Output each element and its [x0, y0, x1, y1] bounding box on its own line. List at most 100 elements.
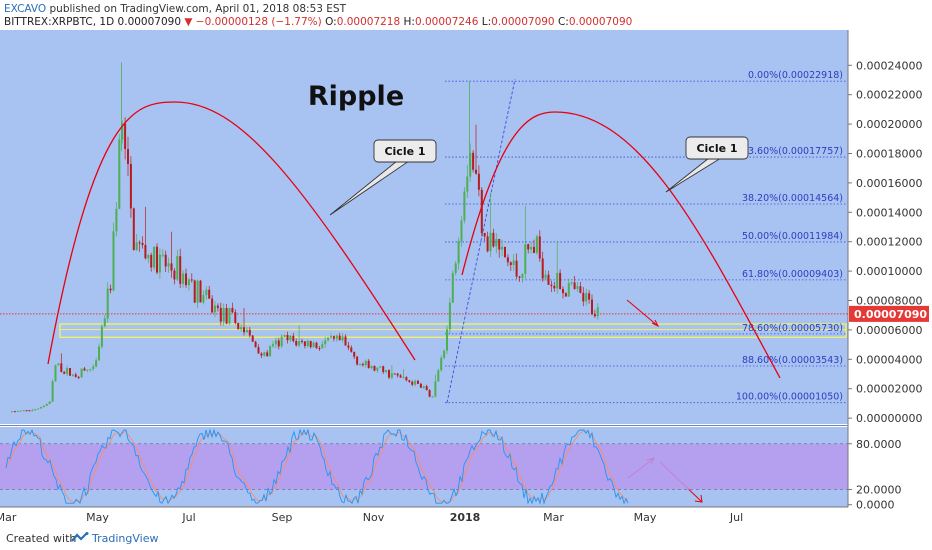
candle[interactable] [129, 163, 132, 209]
callout-box[interactable] [685, 136, 749, 160]
candle[interactable] [350, 347, 353, 352]
candle[interactable] [422, 386, 425, 388]
candle[interactable] [167, 263, 170, 267]
candle[interactable] [219, 307, 222, 322]
candle[interactable] [451, 273, 454, 303]
candle[interactable] [318, 348, 321, 350]
candle[interactable] [153, 246, 156, 268]
candle[interactable] [527, 244, 530, 250]
candle[interactable] [60, 363, 63, 372]
candle[interactable] [298, 340, 301, 346]
candle[interactable] [367, 360, 370, 369]
candle[interactable] [40, 407, 42, 409]
candle[interactable] [106, 288, 109, 319]
candle[interactable] [486, 236, 489, 252]
candle[interactable] [25, 410, 28, 412]
candle[interactable] [518, 276, 521, 278]
candle[interactable] [272, 344, 274, 347]
candle[interactable] [544, 274, 547, 279]
candle[interactable] [179, 256, 182, 284]
candle[interactable] [57, 363, 60, 366]
candle[interactable] [228, 307, 231, 324]
candle[interactable] [13, 411, 16, 413]
candle[interactable] [480, 189, 483, 234]
candle[interactable] [591, 299, 593, 315]
candle[interactable] [205, 289, 208, 296]
candle[interactable] [428, 390, 431, 397]
candle[interactable] [260, 353, 263, 356]
candle[interactable] [112, 231, 115, 291]
candle[interactable] [98, 346, 100, 361]
candle[interactable] [283, 335, 286, 337]
candle[interactable] [443, 350, 446, 358]
candle[interactable] [309, 340, 312, 348]
candle[interactable] [263, 352, 266, 356]
candle[interactable] [277, 340, 280, 347]
candle[interactable] [382, 366, 385, 373]
candle[interactable] [240, 327, 243, 330]
candle[interactable] [341, 336, 344, 341]
candle[interactable] [541, 258, 544, 279]
candle[interactable] [156, 246, 158, 273]
candle[interactable] [533, 246, 535, 253]
candle[interactable] [393, 373, 396, 375]
price-pane-background[interactable] [0, 30, 848, 424]
support-zone[interactable] [59, 323, 847, 338]
candle[interactable] [559, 272, 562, 289]
candle[interactable] [535, 236, 538, 253]
candle[interactable] [71, 374, 74, 376]
candle[interactable] [359, 363, 361, 365]
candle[interactable] [306, 340, 309, 347]
candle[interactable] [301, 340, 303, 342]
candle[interactable] [150, 254, 153, 268]
candle[interactable] [446, 329, 448, 351]
candle[interactable] [173, 270, 176, 280]
candle[interactable] [280, 336, 283, 347]
candle[interactable] [303, 341, 306, 347]
candle[interactable] [286, 335, 289, 341]
candle[interactable] [124, 123, 127, 150]
candle[interactable] [414, 380, 417, 385]
candle[interactable] [19, 410, 22, 412]
candle[interactable] [312, 342, 315, 348]
tradingview-brand[interactable]: TradingView [92, 532, 159, 545]
candle[interactable] [289, 335, 292, 341]
candle[interactable] [576, 286, 579, 289]
candle[interactable] [245, 329, 248, 333]
candle[interactable] [222, 308, 225, 322]
candle[interactable] [248, 329, 251, 336]
candle[interactable] [538, 236, 541, 259]
projection-arrow[interactable] [626, 299, 659, 327]
candle[interactable] [524, 244, 527, 274]
candle[interactable] [344, 336, 347, 346]
candle[interactable] [376, 367, 379, 371]
candle[interactable] [417, 380, 419, 384]
candle[interactable] [593, 314, 596, 317]
candle[interactable] [324, 340, 327, 345]
candle[interactable] [237, 322, 240, 330]
candle[interactable] [161, 254, 164, 256]
candle[interactable] [477, 173, 480, 190]
candle[interactable] [115, 208, 118, 232]
candle[interactable] [460, 220, 463, 241]
candle[interactable] [135, 242, 138, 250]
candle[interactable] [138, 242, 141, 244]
candle[interactable] [396, 373, 399, 376]
candle[interactable] [211, 298, 214, 313]
candle[interactable] [588, 293, 591, 300]
candle[interactable] [147, 254, 150, 259]
candle[interactable] [399, 375, 402, 378]
candle[interactable] [434, 381, 437, 397]
stoch-k-line[interactable] [5, 428, 629, 505]
candle[interactable] [475, 169, 477, 174]
candle[interactable] [440, 357, 443, 371]
candle[interactable] [431, 396, 434, 398]
candle[interactable] [330, 336, 332, 338]
candle[interactable] [158, 254, 161, 273]
candle[interactable] [187, 279, 190, 286]
candle[interactable] [463, 191, 466, 221]
candle[interactable] [182, 273, 185, 284]
candle[interactable] [338, 335, 341, 341]
candle[interactable] [498, 238, 501, 250]
cycle-curve-2[interactable] [461, 111, 781, 379]
